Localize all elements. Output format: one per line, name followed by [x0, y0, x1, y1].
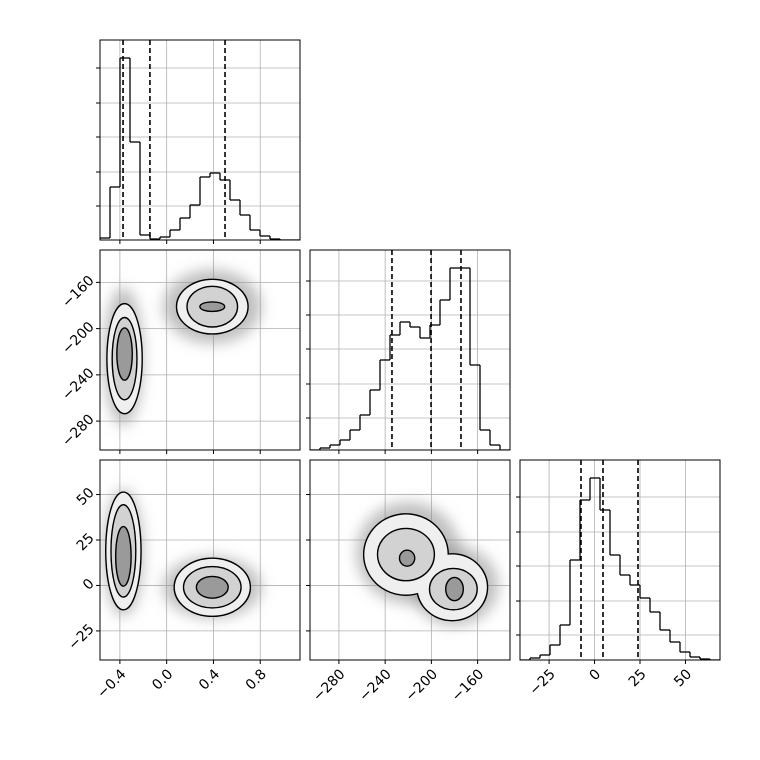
x-tick-label: −280 — [310, 666, 349, 705]
y-tick-label: 25 — [74, 530, 98, 554]
y-tick-label: 0 — [80, 576, 98, 594]
contour-fill — [200, 302, 224, 311]
panel-frame — [309, 459, 511, 661]
panel — [520, 460, 720, 660]
y-tick-label: −160 — [59, 273, 98, 312]
y-tick-label: −240 — [59, 365, 98, 404]
x-tick-label: 0 — [587, 666, 605, 684]
contour-fill — [446, 578, 463, 600]
x-tick-label: 0.8 — [243, 666, 270, 693]
panel-frame — [99, 459, 301, 661]
y-tick-label: −200 — [59, 319, 98, 358]
contour-fill — [116, 527, 131, 586]
panel — [310, 460, 510, 660]
panel — [310, 250, 510, 450]
x-tick-label: −200 — [403, 666, 442, 705]
x-tick-label: −240 — [356, 666, 395, 705]
x-tick-label: −25 — [527, 666, 559, 698]
y-tick-label: −25 — [65, 621, 97, 653]
panel-frame — [99, 249, 301, 451]
contour-fill — [117, 328, 132, 380]
x-tick-label: 0.4 — [196, 666, 223, 693]
panel-frame — [99, 39, 301, 241]
contour-fill — [197, 577, 228, 598]
x-tick-label: 50 — [671, 666, 695, 690]
panel-frame — [519, 459, 721, 661]
contour-fill — [400, 550, 415, 566]
y-tick-label: −280 — [59, 411, 98, 450]
panel — [100, 460, 300, 660]
x-tick-label: −160 — [449, 666, 488, 705]
panel-frame — [309, 249, 511, 451]
x-tick-label: −0.4 — [94, 666, 129, 701]
x-tick-label: 0.0 — [149, 666, 176, 693]
y-tick-label: 50 — [74, 485, 98, 509]
panel — [100, 40, 300, 240]
panel — [100, 250, 300, 450]
x-tick-label: 25 — [626, 666, 650, 690]
